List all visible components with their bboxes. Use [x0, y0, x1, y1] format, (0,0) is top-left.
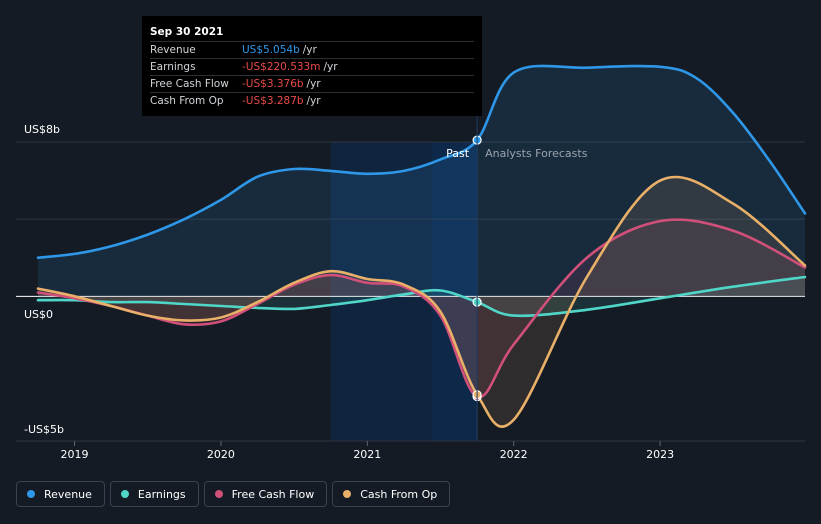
legend-label: Earnings — [137, 487, 186, 501]
series-line-cash-from-op — [36, 175, 807, 428]
legend-label: Cash From Op — [360, 487, 438, 501]
tooltip-row-free-cash-flow: Free Cash Flow -US$3.376b /yr — [150, 75, 474, 92]
x-tick-label: 2019 — [61, 448, 89, 461]
tooltip-unit: /yr — [323, 61, 338, 73]
series-lines — [36, 64, 807, 428]
tooltip-value: -US$3.376b — [242, 78, 304, 90]
legend-label: Revenue — [44, 487, 92, 501]
series-line-revenue — [36, 64, 807, 259]
x-axis-ticks: 2019 2020 2021 2022 2023 — [61, 441, 674, 461]
tooltip-label: Free Cash Flow — [150, 78, 229, 90]
tooltip-row-revenue: Revenue US$5.054b /yr — [150, 41, 474, 58]
tooltip-unit: /yr — [306, 78, 321, 90]
tooltip-unit: /yr — [302, 44, 317, 56]
series-line-earnings — [36, 275, 807, 318]
legend-dot-icon — [214, 490, 223, 498]
x-tick-label: 2022 — [500, 448, 528, 461]
legend-dot-icon — [27, 490, 35, 498]
tooltip-date: Sep 30 2021 — [150, 26, 224, 38]
x-tick-label: 2023 — [646, 448, 674, 461]
y-tick-label: US$0 — [24, 308, 53, 321]
tooltip-label: Cash From Op — [150, 95, 224, 107]
legend-item-cash-from-op[interactable]: Cash From Op — [332, 481, 451, 507]
legend-item-revenue[interactable]: Revenue — [16, 481, 105, 507]
tooltip-value: -US$3.287b — [242, 95, 304, 107]
legend-dot-icon — [343, 490, 352, 498]
tooltip-label: Earnings — [150, 61, 196, 73]
tooltip-label: Revenue — [150, 44, 196, 56]
y-tick-label: US$8b — [24, 123, 60, 136]
divider-markers — [472, 115, 482, 441]
y-tick-label: -US$5b — [24, 423, 64, 436]
axis-labels: US$8b US$0 -US$5b Past Analysts Forecast… — [24, 123, 588, 436]
tooltip-value: US$5.054b — [242, 44, 300, 56]
period-label-past: Past — [446, 147, 470, 160]
tooltip: Sep 30 2021 Revenue US$5.054b /yr Earnin… — [142, 16, 482, 116]
tooltip-value: -US$220.533m — [242, 61, 321, 73]
legend-label: Free Cash Flow — [231, 487, 315, 501]
period-label-forecast: Analysts Forecasts — [485, 147, 588, 160]
legend-item-free-cash-flow[interactable]: Free Cash Flow — [203, 481, 328, 507]
tooltip-unit: /yr — [306, 95, 321, 107]
series-area-free-cash-flow — [38, 219, 805, 398]
legend: Revenue Earnings Free Cash Flow Cash Fro… — [16, 481, 451, 507]
tooltip-row-cash-from-op: Cash From Op -US$3.287b /yr — [150, 92, 474, 109]
past-shading — [330, 142, 478, 441]
x-tick-label: 2021 — [353, 448, 381, 461]
tooltip-row-earnings: Earnings -US$220.533m /yr — [150, 58, 474, 75]
legend-item-earnings[interactable]: Earnings — [109, 481, 199, 507]
legend-dot-icon — [120, 490, 129, 498]
x-tick-label: 2020 — [207, 448, 235, 461]
